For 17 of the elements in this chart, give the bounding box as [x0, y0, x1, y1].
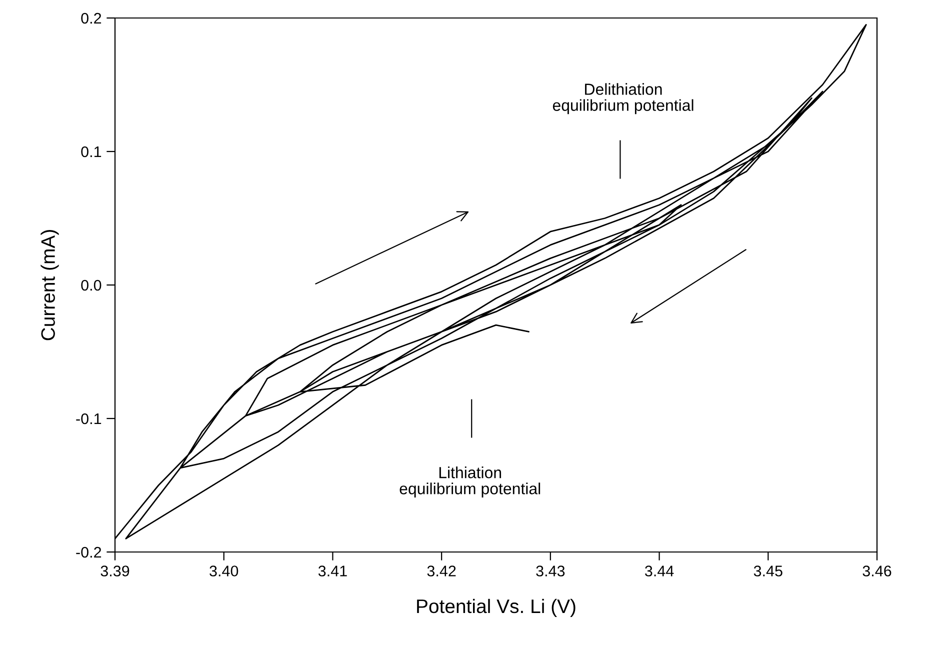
y-tick-label: -0.2: [76, 546, 102, 558]
annotation: Lithiation equilibrium potential: [400, 466, 540, 498]
x-tick-label: 3.42: [427, 566, 456, 576]
annotation: Delithiation equilibrium potential: [552, 83, 694, 114]
x-tick-label: 3.43: [536, 566, 565, 576]
y-tick-label: 0.1: [81, 146, 102, 158]
y-axis-title: Current (mA): [40, 230, 59, 340]
y-tick-label: -0.1: [76, 413, 102, 424]
x-tick-label: 3.40: [210, 566, 238, 576]
x-tick-label: 3.45: [754, 566, 782, 576]
x-tick-label: 3.41: [318, 566, 347, 576]
x-tick-label: 3.46: [862, 566, 892, 576]
x-tick-label: 3.44: [645, 566, 674, 576]
x-axis-title: Potential Vs. Li (V): [417, 598, 576, 617]
y-tick-label: 0.0: [81, 280, 102, 291]
x-tick-label: 3.39: [100, 566, 130, 576]
y-tick-label: 0.2: [81, 12, 102, 24]
